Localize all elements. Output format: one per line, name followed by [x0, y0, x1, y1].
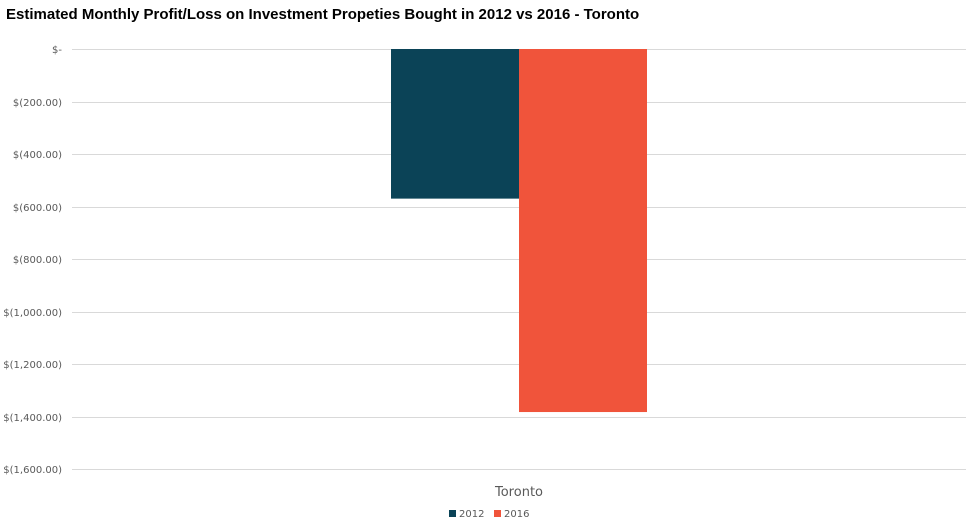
legend[interactable]: 2012 2016	[449, 509, 529, 520]
y-tick-label: $(1,400.00)	[3, 413, 62, 424]
y-tick-label: $-	[52, 45, 62, 56]
category-label: Toronto	[494, 485, 543, 500]
y-tick-label: $(200.00)	[13, 98, 62, 109]
y-tick-label: $(600.00)	[13, 203, 62, 214]
y-tick-label: $(1,600.00)	[3, 465, 62, 476]
x-axis-category-labels: Toronto	[494, 485, 543, 500]
y-tick-label: $(1,000.00)	[3, 308, 62, 319]
bar-2016[interactable]	[519, 49, 647, 413]
bar-2012[interactable]	[391, 49, 519, 199]
legend-label-2016: 2016	[504, 509, 529, 520]
legend-swatch-2016	[494, 510, 501, 517]
legend-label-2012: 2012	[459, 509, 484, 520]
chart-title: Estimated Monthly Profit/Loss on Investm…	[6, 6, 640, 23]
legend-swatch-2012	[449, 510, 456, 517]
bars	[391, 49, 647, 413]
y-axis-tick-labels: $- $(200.00) $(400.00) $(600.00) $(800.00) $(…	[3, 45, 62, 476]
y-tick-label: $(400.00)	[13, 150, 62, 161]
y-tick-label: $(1,200.00)	[3, 360, 62, 371]
y-tick-label: $(800.00)	[13, 255, 62, 266]
